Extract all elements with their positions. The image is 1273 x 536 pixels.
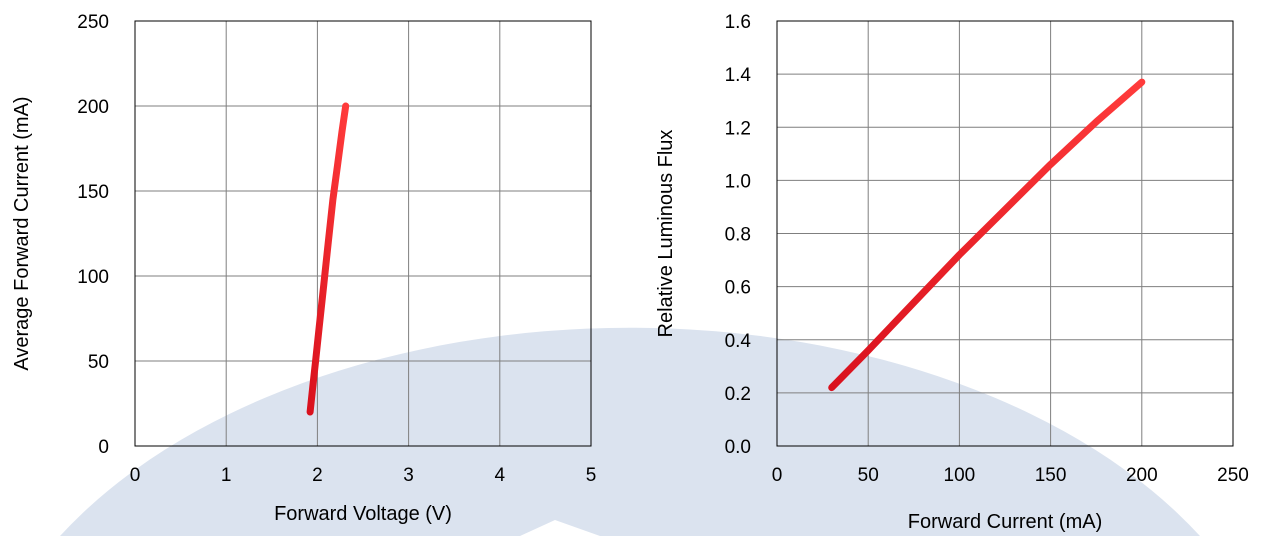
x-tick-label: 100: [944, 465, 976, 486]
y-tick-label: 0: [98, 437, 109, 458]
x-axis-label: Forward Current (mA): [908, 511, 1102, 533]
y-tick-label: 0.0: [725, 437, 751, 458]
chart-luminous-flux: 0 50 100 150 200 250 0.0 0.2 0.4 0.6 0.8 1.0 1.2 1.4 1…: [655, 12, 1249, 533]
x-tick-label: 5: [586, 465, 597, 486]
y-tick-label: 100: [77, 267, 109, 288]
plot-frame: [134, 20, 592, 447]
watermark-notch: [520, 520, 600, 536]
x-tick-label: 50: [858, 465, 879, 486]
y-tick-label: 1.0: [725, 171, 751, 192]
x-tick-label: 250: [1217, 465, 1249, 486]
x-tick-label: 4: [495, 465, 506, 486]
y-tick-label: 150: [77, 182, 109, 203]
y-tick-label: 1.6: [725, 12, 751, 33]
y-tick-label: 0.4: [725, 331, 752, 352]
y-tick-label: 1.4: [725, 65, 752, 86]
y-tick-label: 200: [77, 97, 109, 118]
y-axis-label: Relative Luminous Flux: [655, 130, 677, 338]
watermark-arc: [60, 327, 1200, 536]
y-tick-label: 0.6: [725, 278, 751, 299]
x-tick-label: 200: [1126, 465, 1158, 486]
x-tick-label: 0: [130, 465, 141, 486]
plot-frame: [776, 20, 1234, 447]
y-tick-label: 0.8: [725, 225, 751, 246]
x-tick-label: 1: [221, 465, 232, 486]
series-line: [828, 78, 1146, 392]
x-tick-label: 2: [312, 465, 323, 486]
series-line: [306, 102, 350, 416]
x-tick-label: 3: [403, 465, 414, 486]
x-tick-label: 0: [772, 465, 783, 486]
x-axis-label: Forward Voltage (V): [274, 503, 452, 525]
y-tick-label: 50: [88, 352, 109, 373]
y-tick-label: 0.2: [725, 384, 751, 405]
x-tick-label: 150: [1035, 465, 1067, 486]
y-tick-label: 1.2: [725, 118, 751, 139]
y-tick-label: 250: [77, 12, 109, 33]
y-axis-label: Average Forward Current (mA): [11, 96, 33, 370]
